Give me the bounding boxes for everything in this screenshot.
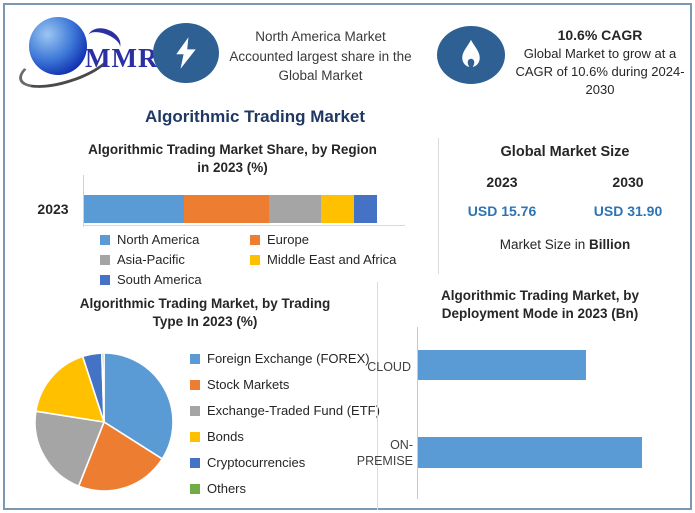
legend-item-stock-markets: Stock Markets — [190, 377, 380, 392]
legend-item-cryptocurrencies: Cryptocurrencies — [190, 455, 380, 470]
cagr-text: Global Market to grow at a CAGR of 10.6%… — [515, 46, 685, 98]
region-x-axis — [83, 225, 405, 226]
lightning-badge — [153, 23, 219, 83]
legend-item-bonds: Bonds — [190, 429, 380, 444]
region-axis-label: 2023 — [37, 201, 69, 217]
region-legend: North America Europe Asia-Pacific Middle Ea… — [100, 232, 460, 287]
legend-marker-bonds — [190, 431, 200, 442]
trading-type-pie-chart — [31, 349, 177, 495]
legend-marker-north-america — [100, 234, 110, 245]
region-segment-north-america — [84, 195, 184, 223]
legend-label: Stock Markets — [207, 377, 290, 392]
legend-label: Others — [207, 481, 247, 496]
legend-label: Foreign Exchange (FOREX) — [207, 351, 370, 366]
cagr-note: 10.6% CAGR Global Market to grow at a CA… — [509, 27, 691, 100]
region-segment-south-america — [353, 195, 377, 223]
pie-chart-title: Algorithmic Trading Market, by Trading T… — [79, 296, 331, 330]
mmr-logo: MMR — [13, 13, 157, 98]
legend-item-asia-pacific: Asia-Pacific — [100, 252, 250, 267]
legend-item-exchange-traded-fund-etf: Exchange-Traded Fund (ETF) — [190, 403, 380, 418]
deployment-category-cloud: CLOUD — [367, 360, 411, 374]
legend-label: South America — [117, 272, 202, 287]
legend-marker-south-america — [100, 274, 110, 285]
legend-label: North America — [117, 232, 200, 247]
deployment-y-axis — [417, 327, 418, 499]
market-size-columns: 2023 USD 15.76 2030 USD 31.90 — [439, 174, 691, 219]
lightning-icon — [176, 37, 196, 69]
flame-badge — [437, 26, 505, 84]
flame-icon — [462, 39, 480, 71]
legend-marker-others — [190, 483, 200, 494]
legend-marker-asia-pacific — [100, 254, 110, 265]
market-size-col-2030: 2030 USD 31.90 — [565, 174, 691, 219]
legend-marker-middle-east-and-africa — [250, 254, 260, 265]
globe-icon — [29, 17, 87, 75]
year-label: 2023 — [486, 174, 518, 190]
north-america-note: North America Market Accounted largest s… — [229, 29, 412, 84]
market-size-note: Market Size in Billion — [439, 237, 691, 252]
region-segment-europe — [183, 195, 269, 223]
deployment-bar-on-premise — [418, 437, 642, 468]
legend-item-europe: Europe — [250, 232, 460, 247]
legend-label: Middle East and Africa — [267, 252, 397, 267]
legend-item-foreign-exchange-forex: Foreign Exchange (FOREX) — [190, 351, 380, 366]
legend-label: Asia-Pacific — [117, 252, 185, 267]
region-segment-asia-pacific — [268, 195, 322, 223]
deployment-bar-cloud — [418, 350, 586, 380]
pie-slice-others — [101, 352, 105, 423]
legend-label: Bonds — [207, 429, 244, 444]
cagr-title: 10.6% CAGR — [557, 27, 643, 43]
region-y-axis — [83, 175, 84, 227]
market-size-title: Global Market Size — [500, 144, 630, 160]
legend-label: Cryptocurrencies — [207, 455, 306, 470]
deployment-chart-area — [377, 282, 693, 510]
pie-slice-bonds — [34, 355, 106, 423]
legend-label: Europe — [267, 232, 309, 247]
pie-slice-stock-markets — [77, 420, 164, 492]
market-size-value-2030: USD 31.90 — [593, 203, 663, 219]
legend-marker-cryptocurrencies — [190, 457, 200, 468]
legend-item-others: Others — [190, 481, 380, 496]
legend-item-north-america: North America — [100, 232, 250, 247]
legend-item-south-america: South America — [100, 272, 250, 287]
legend-marker-foreign-exchange-forex — [190, 353, 200, 364]
infographic-frame: MMR North America Market Accounted large… — [3, 3, 692, 510]
pie-svg — [34, 352, 174, 492]
legend-label: Exchange-Traded Fund (ETF) — [207, 403, 380, 418]
legend-marker-stock-markets — [190, 379, 200, 390]
deployment-category-on-premise: ON-PREMISE — [356, 438, 413, 469]
market-size-col-2023: 2023 USD 15.76 — [439, 174, 565, 219]
page-title: Algorithmic Trading Market — [144, 107, 366, 126]
deployment-chart-title: Algorithmic Trading Market, by Deploymen… — [440, 288, 640, 322]
pie-slice-exchange-traded-fund-etf — [34, 410, 106, 488]
region-stacked-bar — [84, 195, 377, 223]
region-segment-middle-east-and-africa — [321, 195, 354, 223]
year-label: 2030 — [612, 174, 644, 190]
global-market-size-panel: Global Market Size 2023 USD 15.76 2030 U… — [438, 138, 691, 274]
note-prefix: Market Size in — [499, 237, 590, 252]
legend-item-middle-east-and-africa: Middle East and Africa — [250, 252, 460, 267]
note-unit: Billion — [589, 237, 631, 252]
logo-text: MMR — [85, 43, 159, 73]
market-size-value-2023: USD 15.76 — [467, 203, 537, 219]
legend-marker-exchange-traded-fund-etf — [190, 405, 200, 416]
region-chart-title: Algorithmic Trading Market Share, by Reg… — [88, 142, 377, 176]
legend-marker-europe — [250, 234, 260, 245]
pie-legend: Foreign Exchange (FOREX) Stock Markets Exc… — [190, 351, 380, 496]
